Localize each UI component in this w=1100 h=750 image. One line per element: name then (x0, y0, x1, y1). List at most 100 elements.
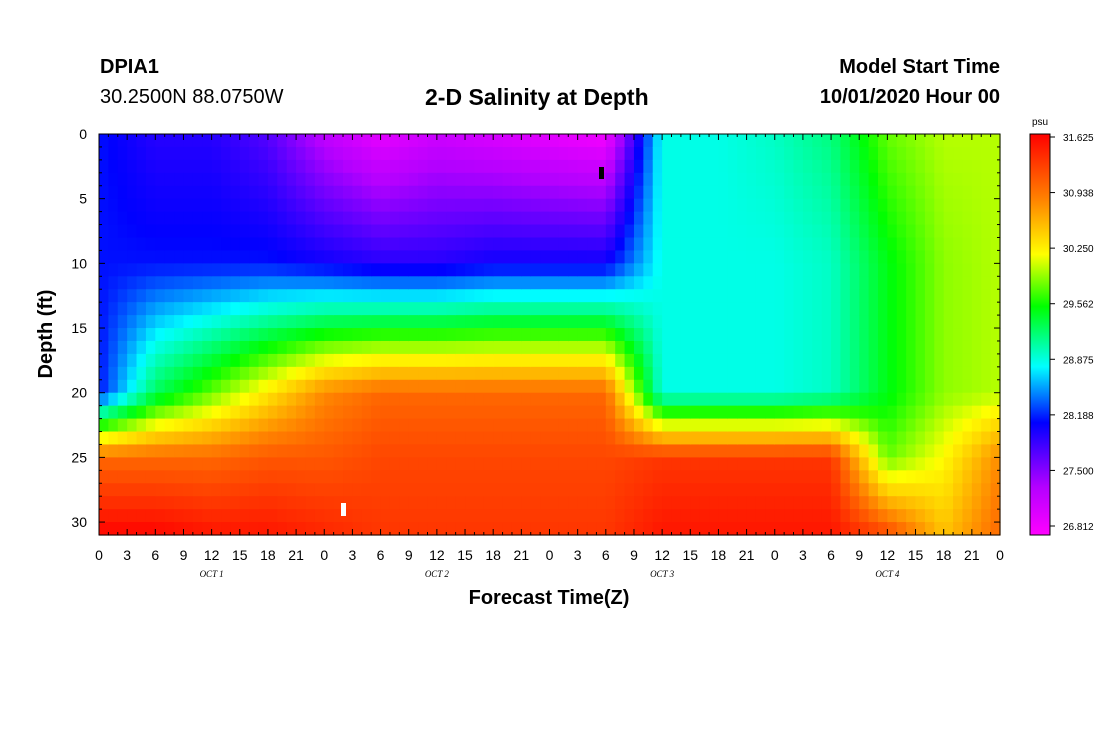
heatmap-cell (887, 276, 898, 290)
heatmap-cell (718, 366, 729, 381)
heatmap-cell (127, 353, 138, 368)
heatmap-cell (990, 405, 1001, 420)
heatmap-cell (953, 198, 964, 213)
heatmap-cell (990, 276, 1001, 290)
heatmap-cell (943, 328, 954, 342)
heatmap-cell (934, 211, 945, 226)
heatmap-cell (924, 522, 935, 536)
heatmap-cell (343, 328, 354, 342)
heatmap-cell (737, 185, 748, 200)
heatmap-cell (849, 211, 860, 226)
heatmap-cell (727, 211, 738, 226)
heatmap-cell (812, 522, 823, 536)
heatmap-cell (502, 444, 513, 458)
heatmap-cell (587, 159, 598, 174)
heatmap-cell (502, 431, 513, 446)
heatmap-cell (605, 457, 616, 471)
heatmap-cell (605, 392, 616, 407)
heatmap-cell (483, 185, 494, 200)
heatmap-cell (530, 198, 541, 213)
heatmap-cell (530, 224, 541, 239)
heatmap-cell (389, 457, 400, 471)
heatmap-cell (127, 315, 138, 329)
heatmap-cell (615, 522, 626, 536)
heatmap-cell (981, 444, 992, 458)
heatmap-cell (380, 431, 391, 446)
heatmap-cell (915, 392, 926, 407)
heatmap-cell (324, 263, 335, 277)
heatmap-cell (981, 224, 992, 239)
heatmap-cell (174, 211, 185, 226)
heatmap-cell (436, 198, 447, 213)
heatmap-cell (549, 496, 560, 510)
heatmap-cell (389, 431, 400, 446)
heatmap-cell (239, 134, 250, 148)
heatmap-cell (211, 444, 222, 458)
heatmap-cell (699, 483, 710, 497)
heatmap-cell (755, 315, 766, 329)
heatmap-cell (305, 224, 316, 239)
heatmap-cell (136, 496, 147, 510)
heatmap-cell (981, 509, 992, 523)
heatmap-cell (399, 134, 410, 148)
heatmap-cell (877, 444, 888, 458)
heatmap-cell (859, 379, 870, 394)
heatmap-cell (812, 340, 823, 355)
heatmap-cell (737, 392, 748, 407)
heatmap-cell (465, 302, 476, 316)
heatmap-cell (981, 522, 992, 536)
heatmap-cell (239, 522, 250, 536)
heatmap-cell (249, 250, 260, 264)
heatmap-cell (906, 483, 917, 497)
heatmap-cell (812, 366, 823, 381)
x-tick-label: 0 (320, 547, 328, 563)
heatmap-cell (859, 263, 870, 277)
heatmap-cell (971, 211, 982, 226)
heatmap-cell (155, 263, 166, 277)
heatmap-cell (455, 405, 466, 420)
heatmap-cell (568, 457, 579, 471)
heatmap-cell (558, 328, 569, 342)
heatmap-cell (755, 224, 766, 239)
heatmap-cell (352, 379, 363, 394)
heatmap-cell (943, 211, 954, 226)
heatmap-cell (549, 237, 560, 252)
heatmap-cell (230, 405, 241, 420)
heatmap-cell (981, 392, 992, 407)
heatmap-cell (709, 237, 720, 252)
heatmap-cell (136, 237, 147, 252)
heatmap-cell (380, 237, 391, 252)
heatmap-cell (117, 146, 128, 161)
heatmap-cell (877, 340, 888, 355)
heatmap-cell (230, 496, 241, 510)
heatmap-cell (483, 509, 494, 523)
heatmap-cell (99, 185, 109, 200)
heatmap-cell (699, 509, 710, 523)
heatmap-cell (164, 366, 175, 381)
heatmap-cell (849, 405, 860, 420)
heatmap-cell (652, 302, 663, 316)
heatmap-cell (755, 185, 766, 200)
heatmap-cell (981, 146, 992, 161)
heatmap-cell (746, 276, 757, 290)
heatmap-cell (558, 263, 569, 277)
heatmap-cell (624, 211, 635, 226)
heatmap-cell (324, 353, 335, 368)
heatmap-cell (821, 185, 832, 200)
heatmap-cell (521, 172, 532, 187)
heatmap-cell (164, 172, 175, 187)
x-tick-label: 12 (880, 547, 896, 563)
heatmap-cell (549, 509, 560, 523)
heatmap-cell (849, 366, 860, 381)
heatmap-cell (596, 431, 607, 446)
heatmap-cell (718, 211, 729, 226)
heatmap-cell (183, 496, 194, 510)
heatmap-cell (483, 276, 494, 290)
heatmap-cell (558, 146, 569, 161)
heatmap-cell (793, 483, 804, 497)
heatmap-cell (117, 315, 128, 329)
heatmap-cell (127, 470, 138, 484)
heatmap-cell (258, 211, 269, 226)
heatmap-cell (727, 379, 738, 394)
heatmap-cell (483, 405, 494, 420)
